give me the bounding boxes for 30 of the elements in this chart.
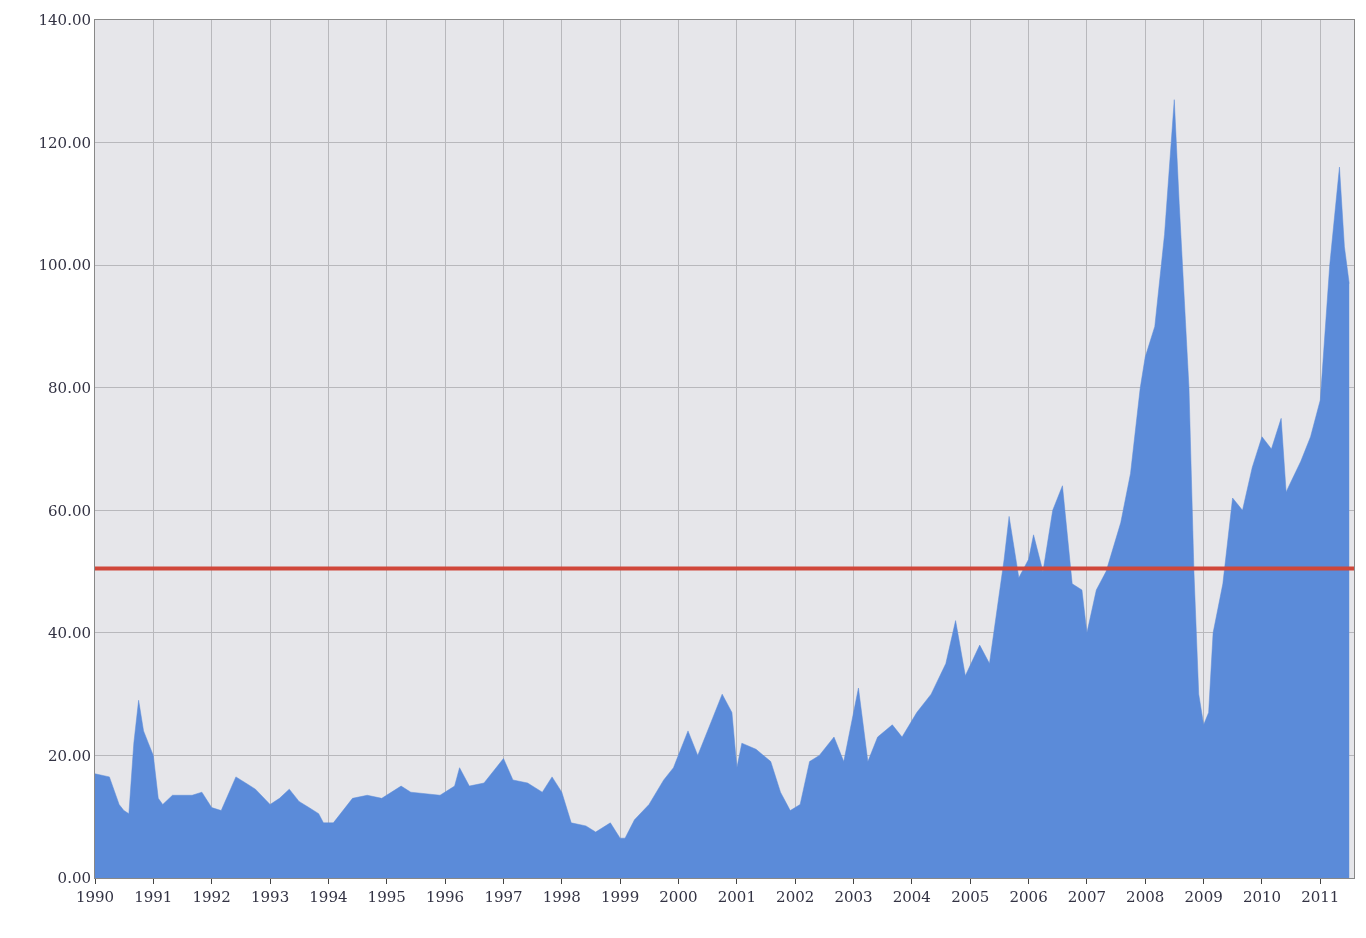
x-tick-label: 1997 [484,888,523,906]
x-tick-label: 2008 [1126,888,1165,906]
x-tick-label: 2001 [717,888,756,906]
x-tick-label: 1991 [134,888,173,906]
y-tick-label: 140.00 [38,11,91,30]
x-tick-label: 1998 [542,888,581,906]
x-tick-label: 1995 [367,888,406,906]
x-tick-label: 1993 [251,888,290,906]
x-tick-label: 2010 [1242,888,1282,906]
x-tick-label: 2011 [1301,888,1340,906]
x-tick-label: 2000 [659,888,698,906]
y-tick-label: 20.00 [48,746,91,765]
x-tick-label: 2007 [1067,888,1106,906]
x-tick-label: 1990 [75,888,115,906]
x-tick-label: 2004 [892,888,931,906]
x-tick-label: 2009 [1184,888,1223,906]
x-tick-label: 2003 [834,888,873,906]
y-tick-label: 80.00 [48,378,91,397]
y-tick-label: 0.00 [57,869,91,888]
x-tick-label: 1994 [309,888,348,906]
x-tick-label: 2005 [951,888,990,906]
y-tick-label: 40.00 [48,624,91,643]
y-tick-label: 120.00 [38,133,91,152]
y-tick-label: 60.00 [48,501,91,520]
x-tick-label: 1992 [192,888,231,906]
x-tick-label: 1996 [425,888,465,906]
x-tick-label: 2006 [1009,888,1048,906]
x-tick-label: 2002 [776,888,815,906]
x-tick-label: 1999 [601,888,640,906]
y-tick-label: 100.00 [38,256,91,275]
